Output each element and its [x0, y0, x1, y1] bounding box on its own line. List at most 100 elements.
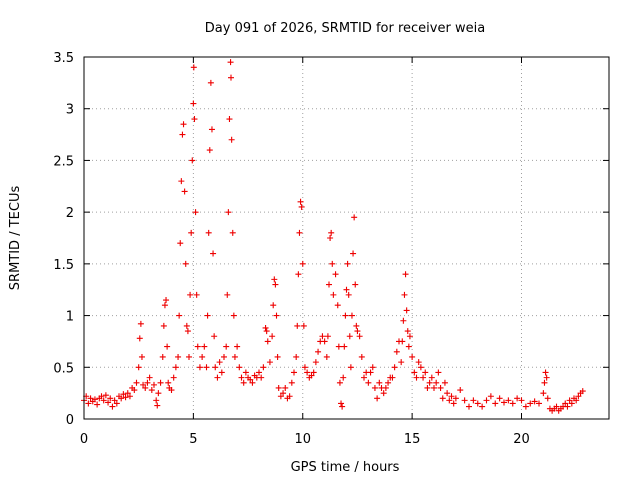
data-point: [579, 388, 586, 395]
data-point: [206, 147, 213, 154]
data-point: [100, 397, 107, 404]
data-point: [204, 312, 211, 319]
data-point: [336, 379, 343, 386]
data-point: [531, 398, 538, 405]
data-point: [161, 302, 168, 309]
data-point: [218, 369, 225, 376]
data-point: [170, 374, 177, 381]
data-point: [214, 374, 221, 381]
y-axis-label: SRMTID / TECUs: [8, 186, 23, 291]
data-point: [343, 286, 350, 293]
data-point: [271, 276, 278, 283]
data-point: [184, 328, 191, 335]
plot-frame: [83, 56, 610, 420]
data-point: [496, 395, 503, 402]
data-point: [448, 393, 455, 400]
data-point: [120, 391, 127, 398]
x-tick-label: 5: [189, 432, 197, 447]
data-point: [229, 229, 236, 236]
data-point: [102, 392, 109, 399]
data-point: [358, 353, 365, 360]
data-point: [398, 359, 405, 366]
data-point: [367, 369, 374, 376]
data-point: [424, 384, 431, 391]
x-tick-label: 20: [513, 432, 530, 447]
data-point: [405, 343, 412, 350]
data-point: [446, 397, 453, 404]
data-point: [159, 353, 166, 360]
data-point: [522, 403, 529, 410]
data-point: [441, 379, 448, 386]
data-point: [568, 400, 575, 407]
data-point: [433, 379, 440, 386]
data-point: [226, 116, 233, 123]
data-point: [207, 79, 214, 86]
data-point: [347, 364, 354, 371]
data-point: [304, 369, 311, 376]
data-point: [376, 379, 383, 386]
data-point: [352, 281, 359, 288]
data-point: [208, 126, 215, 133]
data-point: [348, 312, 355, 319]
data-point: [98, 393, 105, 400]
data-point: [109, 403, 116, 410]
data-point: [194, 343, 201, 350]
data-point: [361, 374, 367, 381]
x-tick-label: 0: [80, 432, 88, 447]
data-point: [126, 393, 133, 400]
data-point: [160, 322, 167, 329]
data-point: [177, 240, 184, 247]
data-point: [342, 312, 349, 319]
data-point: [402, 271, 409, 278]
data-point: [186, 353, 192, 360]
data-point: [113, 400, 120, 407]
data-point: [404, 328, 411, 335]
data-point: [203, 364, 210, 371]
y-tick-label: 1: [66, 310, 74, 325]
data-point: [231, 353, 238, 360]
data-point: [389, 374, 396, 381]
data-points: [81, 59, 586, 414]
data-point: [94, 401, 101, 408]
data-point: [196, 364, 203, 371]
data-point: [344, 260, 351, 267]
data-point: [151, 381, 157, 388]
data-point: [301, 364, 308, 371]
data-point: [225, 209, 232, 216]
data-point: [544, 395, 551, 402]
data-point: [536, 400, 542, 407]
data-point: [369, 364, 376, 371]
data-point: [296, 229, 303, 236]
data-point: [266, 359, 273, 366]
data-point: [562, 400, 569, 407]
data-point: [262, 324, 269, 331]
data-point: [300, 322, 307, 329]
data-point: [327, 235, 334, 241]
data-point: [178, 178, 185, 185]
data-point: [324, 333, 331, 340]
data-point: [409, 353, 416, 360]
data-point: [157, 379, 164, 386]
data-point: [406, 333, 413, 340]
data-point: [575, 393, 582, 400]
data-point: [466, 403, 472, 410]
data-point: [183, 322, 190, 329]
y-tick-label: 0.5: [53, 361, 74, 376]
data-point: [165, 379, 172, 386]
data-point: [474, 400, 481, 407]
data-point: [133, 379, 140, 386]
data-point: [256, 369, 262, 376]
data-point: [323, 353, 330, 360]
data-point: [140, 381, 147, 388]
data-point: [176, 312, 183, 319]
data-point: [260, 364, 267, 371]
data-point: [118, 395, 125, 402]
data-point: [308, 372, 315, 379]
data-point: [131, 387, 138, 394]
data-point: [428, 374, 435, 381]
data-point: [247, 376, 254, 383]
data-point: [142, 384, 149, 391]
data-point: [353, 322, 360, 329]
data-point: [295, 271, 302, 278]
data-point: [164, 343, 171, 350]
